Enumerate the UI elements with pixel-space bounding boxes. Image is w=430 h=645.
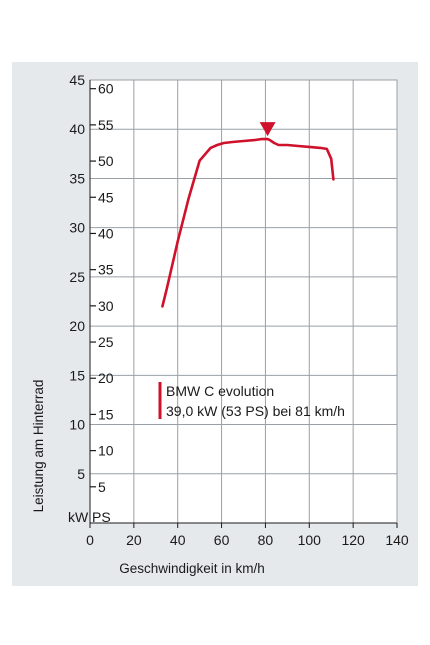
y-ps-tick-label: 35 <box>98 262 114 278</box>
y-ps-tick-label: 40 <box>98 225 114 241</box>
y-kw-tick-label: 45 <box>69 72 85 88</box>
y-ps-tick-label: 25 <box>98 334 114 350</box>
x-tick-label: 140 <box>385 532 409 548</box>
x-tick-label: 20 <box>126 532 142 548</box>
tick-labels: 0 20 40 60 80 100 120 140 5 10 15 20 25 30 35 40 45 5 10 15… <box>69 72 408 548</box>
series-layer <box>161 122 335 308</box>
ticks <box>89 88 398 528</box>
y-ps-tick-label: 30 <box>98 298 114 314</box>
x-axis-label: Geschwindigkeit in km/h <box>119 561 265 576</box>
x-tick-label: 40 <box>170 532 186 548</box>
y-kw-tick-label: 35 <box>69 170 85 186</box>
chart-svg: 0 20 40 60 80 100 120 140 5 10 15 20 25 30 35 40 45 5 10 15… <box>31 72 409 576</box>
chart-panel: 0 20 40 60 80 100 120 140 5 10 15 20 25 30 35 40 45 5 10 15… <box>12 62 418 586</box>
series-line <box>161 137 335 308</box>
y-ps-tick-label: 45 <box>98 189 114 205</box>
y-ps-tick-label: 20 <box>98 370 114 386</box>
y-ps-tick-label: 60 <box>98 81 114 97</box>
y-axis-label: Leistung am Hinterrad <box>31 380 46 513</box>
y-unit-kw: kW <box>68 509 89 525</box>
y-kw-tick-label: 40 <box>69 121 85 137</box>
x-tick-label: 120 <box>341 532 365 548</box>
annotation-line1: BMW C evolution <box>166 383 274 399</box>
y-kw-tick-label: 25 <box>69 269 85 285</box>
peak-marker <box>259 122 276 137</box>
grid <box>90 80 397 523</box>
plot-area <box>89 79 398 524</box>
x-tick-label: 0 <box>86 532 94 548</box>
y-ps-tick-label: 10 <box>98 443 114 459</box>
y-ps-tick-label: 50 <box>98 153 114 169</box>
y-kw-tick-label: 5 <box>77 466 85 482</box>
y-kw-tick-label: 10 <box>69 417 85 433</box>
y-kw-tick-label: 30 <box>69 220 85 236</box>
y-unit-ps: PS <box>92 509 111 525</box>
y-kw-tick-label: 15 <box>69 367 85 383</box>
y-kw-tick-label: 20 <box>69 318 85 334</box>
x-tick-label: 80 <box>258 532 274 548</box>
y-ps-tick-label: 5 <box>98 479 106 495</box>
annotation-line2: 39,0 kW (53 PS) bei 81 km/h <box>166 403 345 419</box>
x-tick-label: 60 <box>214 532 230 548</box>
x-tick-label: 100 <box>298 532 322 548</box>
y-ps-tick-label: 15 <box>98 406 114 422</box>
y-ps-tick-label: 55 <box>98 117 114 133</box>
